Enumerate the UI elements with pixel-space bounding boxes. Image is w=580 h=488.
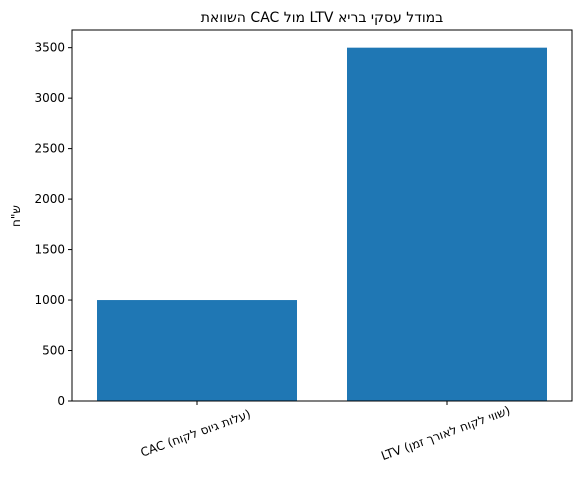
chart-title: השוואת CAC מול LTV במודל עסקי בריא	[201, 10, 444, 26]
y-tick-label: 0	[57, 394, 65, 408]
y-tick-label: 3000	[34, 91, 65, 105]
y-tick-label: 3500	[34, 41, 65, 55]
y-tick-label: 2000	[34, 192, 65, 206]
plot-frame	[71, 29, 573, 402]
y-tick-label: 500	[42, 344, 65, 358]
bar	[347, 47, 547, 402]
y-axis-label: ש"ח	[9, 205, 23, 227]
y-tick-label: 2500	[34, 142, 65, 156]
y-tick-label: 1000	[34, 293, 65, 307]
bar	[97, 300, 297, 401]
y-tick-label: 1500	[34, 243, 65, 257]
